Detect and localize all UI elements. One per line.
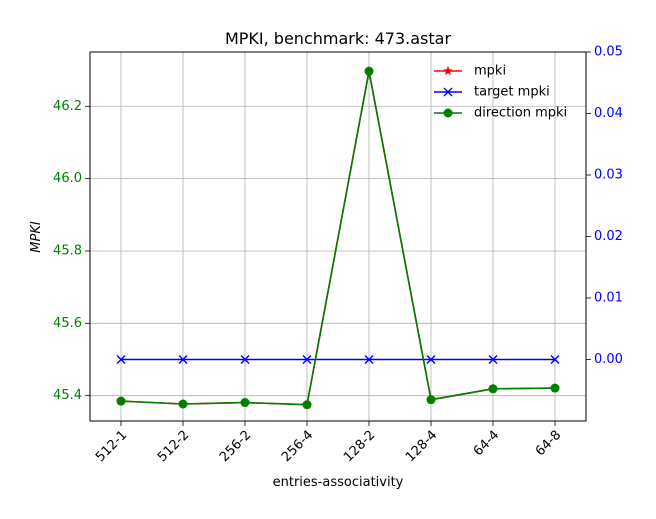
legend: mpki target mpki direction mpki bbox=[434, 64, 567, 121]
legend-marker bbox=[443, 66, 453, 76]
x-axis-label: entries-associativity bbox=[273, 475, 404, 490]
x-tick-label: 256-4 bbox=[279, 428, 316, 465]
data-point-target-mpki bbox=[550, 355, 560, 364]
legend-item-mpki: mpki bbox=[434, 64, 506, 79]
data-point-direction-mpki bbox=[488, 384, 498, 394]
y-left-tick-label: 46.2 bbox=[53, 99, 82, 114]
x-tick-label: 512-2 bbox=[155, 428, 192, 465]
y-axis-right: 0.00 0.01 0.02 0.03 0.04 0.05 bbox=[586, 45, 623, 367]
y-left-tick-label: 45.4 bbox=[53, 388, 82, 403]
x-tick-label: 256-2 bbox=[217, 428, 254, 465]
x-tick-label: 64-8 bbox=[533, 428, 564, 459]
x-tick-label: 64-4 bbox=[471, 428, 502, 459]
data-point-target-mpki bbox=[302, 355, 312, 364]
data-point-direction-mpki bbox=[240, 398, 250, 408]
series-layer bbox=[116, 66, 560, 410]
data-point-direction-mpki bbox=[550, 383, 560, 393]
y-left-tick-label: 45.8 bbox=[53, 243, 82, 258]
x-tick-label: 128-2 bbox=[341, 428, 378, 465]
chart-title: MPKI, benchmark: 473.astar bbox=[225, 29, 451, 48]
y-axis-label: MPKI bbox=[29, 221, 44, 253]
x-tick-label: 128-4 bbox=[403, 428, 440, 465]
series-direction-mpki bbox=[116, 66, 560, 410]
y-right-tick-label: 0.02 bbox=[594, 229, 623, 244]
y-left-tick-label: 46.0 bbox=[53, 171, 82, 186]
legend-label: target mpki bbox=[474, 85, 550, 100]
data-point-direction-mpki bbox=[364, 66, 374, 76]
data-point-target-mpki bbox=[426, 355, 436, 364]
legend-marker bbox=[443, 87, 453, 97]
legend-item-target-mpki: target mpki bbox=[434, 85, 550, 100]
legend-marker bbox=[443, 108, 453, 118]
x-axis: 512-1 512-2 256-2 256-4 128-2 128-4 64-4 64-8 bbox=[93, 421, 564, 465]
legend-label: direction mpki bbox=[474, 106, 567, 121]
y-right-tick-label: 0.00 bbox=[594, 352, 623, 367]
series-target-mpki bbox=[116, 355, 560, 364]
y-right-tick-label: 0.04 bbox=[594, 106, 623, 121]
series-line-direction-mpki bbox=[120, 71, 556, 406]
data-point-direction-mpki bbox=[426, 395, 436, 405]
data-point-target-mpki bbox=[488, 355, 498, 364]
legend-item-direction-mpki: direction mpki bbox=[434, 106, 567, 121]
legend-label: mpki bbox=[474, 64, 506, 79]
y-right-tick-label: 0.05 bbox=[594, 45, 623, 60]
y-axis-left: 45.4 45.6 45.8 46.0 46.2 bbox=[53, 99, 90, 403]
data-point-direction-mpki bbox=[178, 399, 188, 409]
x-tick-label: 512-1 bbox=[93, 428, 130, 465]
y-left-tick-label: 45.6 bbox=[53, 316, 82, 331]
grid-lines bbox=[90, 52, 586, 421]
y-right-tick-label: 0.03 bbox=[594, 168, 623, 183]
data-point-target-mpki bbox=[178, 355, 188, 364]
data-point-target-mpki bbox=[364, 355, 374, 364]
data-point-target-mpki bbox=[240, 355, 250, 364]
data-point-direction-mpki bbox=[302, 400, 312, 410]
y-right-tick-label: 0.01 bbox=[594, 291, 623, 306]
data-point-direction-mpki bbox=[116, 396, 126, 406]
data-point-target-mpki bbox=[116, 355, 126, 364]
